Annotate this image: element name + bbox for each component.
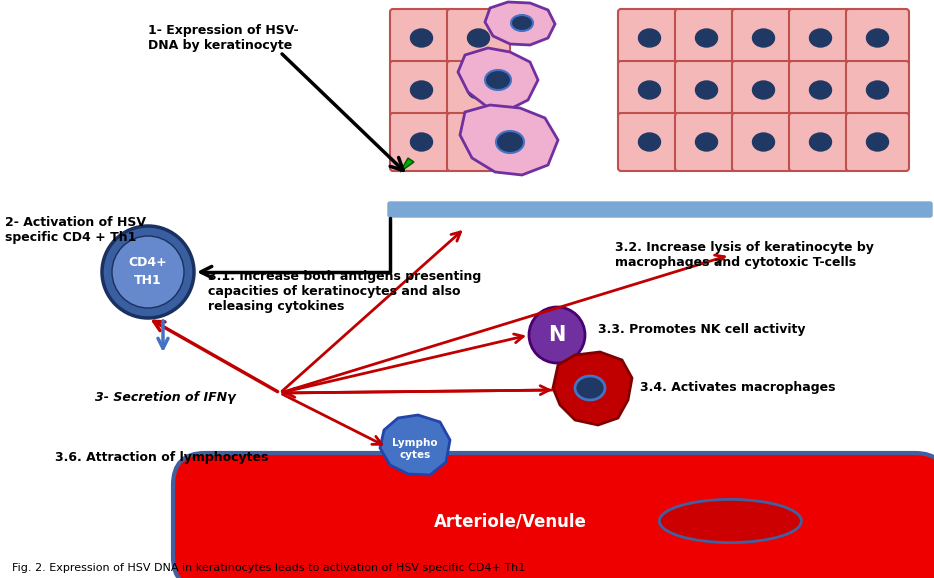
Ellipse shape xyxy=(511,15,533,31)
Ellipse shape xyxy=(485,70,511,90)
Circle shape xyxy=(529,307,585,363)
FancyBboxPatch shape xyxy=(789,113,852,171)
Polygon shape xyxy=(458,48,538,110)
FancyBboxPatch shape xyxy=(390,9,453,67)
Ellipse shape xyxy=(639,29,660,47)
Polygon shape xyxy=(400,158,414,172)
Text: CD4+: CD4+ xyxy=(129,257,167,269)
Text: 1- Expression of HSV-
DNA by keratinocyte: 1- Expression of HSV- DNA by keratinocyt… xyxy=(148,24,299,52)
FancyBboxPatch shape xyxy=(447,113,510,171)
Ellipse shape xyxy=(575,376,605,400)
Ellipse shape xyxy=(411,81,432,99)
FancyBboxPatch shape xyxy=(846,61,909,119)
Polygon shape xyxy=(460,105,558,175)
Polygon shape xyxy=(485,2,555,45)
Ellipse shape xyxy=(639,81,660,99)
Text: N: N xyxy=(548,325,566,345)
Ellipse shape xyxy=(468,81,489,99)
Text: 3.2. Increase lysis of keratinocyte by
macrophages and cytotoxic T-cells: 3.2. Increase lysis of keratinocyte by m… xyxy=(615,241,874,269)
FancyBboxPatch shape xyxy=(789,9,852,67)
Text: 3.1. Increase both antigens presenting
capacities of keratinocytes and also
rele: 3.1. Increase both antigens presenting c… xyxy=(208,270,481,313)
FancyBboxPatch shape xyxy=(732,61,795,119)
FancyBboxPatch shape xyxy=(732,9,795,67)
Ellipse shape xyxy=(659,499,801,543)
FancyBboxPatch shape xyxy=(846,9,909,67)
Text: Lympho: Lympho xyxy=(392,438,438,448)
FancyBboxPatch shape xyxy=(675,9,738,67)
FancyBboxPatch shape xyxy=(447,61,510,119)
Text: 2- Activation of HSV
specific CD4 + Th1: 2- Activation of HSV specific CD4 + Th1 xyxy=(5,216,146,244)
Ellipse shape xyxy=(696,81,717,99)
FancyBboxPatch shape xyxy=(618,9,681,67)
Ellipse shape xyxy=(411,133,432,151)
Ellipse shape xyxy=(753,133,774,151)
Ellipse shape xyxy=(496,131,524,153)
Text: Arteriole/Venule: Arteriole/Venule xyxy=(434,512,587,530)
Ellipse shape xyxy=(753,29,774,47)
FancyBboxPatch shape xyxy=(732,113,795,171)
FancyBboxPatch shape xyxy=(618,61,681,119)
FancyBboxPatch shape xyxy=(388,202,932,217)
Polygon shape xyxy=(380,415,450,475)
FancyBboxPatch shape xyxy=(789,61,852,119)
Text: 3- Secretion of IFNγ: 3- Secretion of IFNγ xyxy=(95,391,235,403)
FancyBboxPatch shape xyxy=(447,9,510,67)
FancyBboxPatch shape xyxy=(390,61,453,119)
Polygon shape xyxy=(553,352,632,425)
Ellipse shape xyxy=(753,81,774,99)
Ellipse shape xyxy=(639,133,660,151)
FancyBboxPatch shape xyxy=(846,113,909,171)
Text: TH1: TH1 xyxy=(134,275,162,287)
FancyBboxPatch shape xyxy=(390,113,453,171)
Circle shape xyxy=(102,226,194,318)
Ellipse shape xyxy=(810,133,831,151)
Ellipse shape xyxy=(867,81,888,99)
FancyBboxPatch shape xyxy=(173,453,934,578)
Ellipse shape xyxy=(867,133,888,151)
Ellipse shape xyxy=(696,133,717,151)
Text: 3.6. Attraction of lymphocytes: 3.6. Attraction of lymphocytes xyxy=(55,451,268,465)
FancyBboxPatch shape xyxy=(675,113,738,171)
Ellipse shape xyxy=(411,29,432,47)
Ellipse shape xyxy=(867,29,888,47)
Text: 3.3. Promotes NK cell activity: 3.3. Promotes NK cell activity xyxy=(598,324,805,336)
Text: Fig. 2. Expression of HSV DNA in keratinocytes leads to activation of HSV specif: Fig. 2. Expression of HSV DNA in keratin… xyxy=(12,563,525,573)
Ellipse shape xyxy=(468,29,489,47)
Text: 3.4. Activates macrophages: 3.4. Activates macrophages xyxy=(640,381,836,395)
Ellipse shape xyxy=(810,29,831,47)
Text: cytes: cytes xyxy=(400,450,431,460)
Ellipse shape xyxy=(810,81,831,99)
Circle shape xyxy=(112,236,184,308)
FancyBboxPatch shape xyxy=(618,113,681,171)
FancyBboxPatch shape xyxy=(675,61,738,119)
Ellipse shape xyxy=(696,29,717,47)
Ellipse shape xyxy=(468,133,489,151)
